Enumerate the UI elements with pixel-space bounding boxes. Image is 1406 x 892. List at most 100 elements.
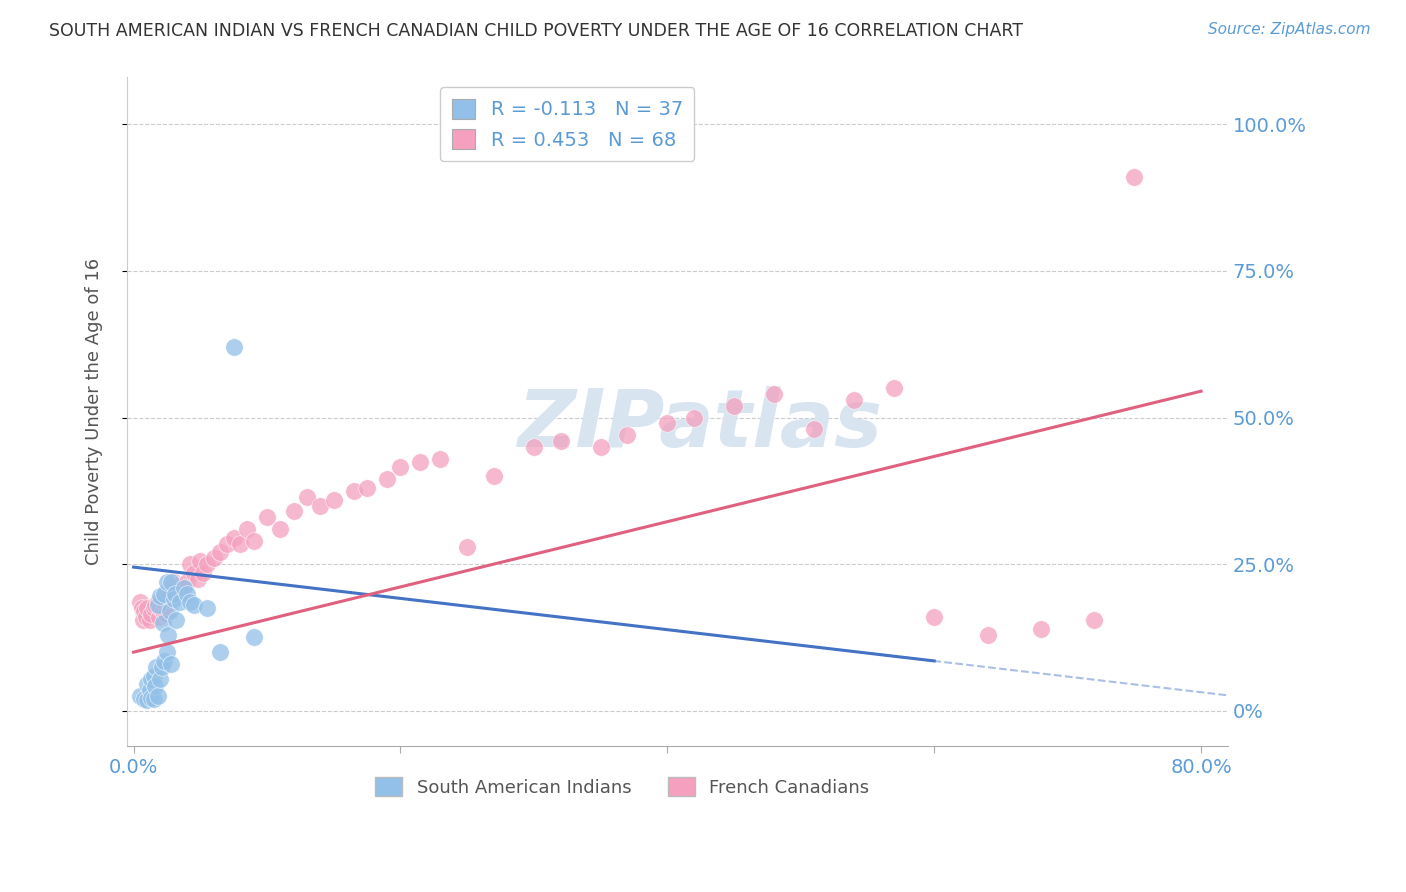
Point xyxy=(295,490,318,504)
Point xyxy=(149,601,172,615)
Point xyxy=(1083,613,1105,627)
Point xyxy=(550,434,572,448)
Point xyxy=(389,460,412,475)
Point xyxy=(183,599,205,613)
Text: Source: ZipAtlas.com: Source: ZipAtlas.com xyxy=(1208,22,1371,37)
Point xyxy=(153,586,176,600)
Point xyxy=(195,557,218,571)
Point xyxy=(322,492,344,507)
Point xyxy=(375,472,398,486)
Point xyxy=(142,668,165,682)
Point xyxy=(657,417,679,431)
Point xyxy=(160,586,183,600)
Point xyxy=(155,607,177,621)
Point xyxy=(1123,170,1146,185)
Point xyxy=(156,574,179,589)
Point xyxy=(523,440,546,454)
Point xyxy=(456,540,478,554)
Point xyxy=(242,533,264,548)
Point xyxy=(172,581,194,595)
Point xyxy=(157,627,180,641)
Point xyxy=(152,604,174,618)
Point xyxy=(139,672,162,686)
Point xyxy=(132,613,155,627)
Point xyxy=(146,599,169,613)
Point xyxy=(209,645,232,659)
Point xyxy=(283,504,305,518)
Point xyxy=(169,586,191,600)
Point xyxy=(157,592,180,607)
Point xyxy=(165,613,187,627)
Point xyxy=(256,510,278,524)
Point xyxy=(162,574,184,589)
Point xyxy=(883,381,905,395)
Point xyxy=(976,627,998,641)
Point xyxy=(131,601,153,615)
Point xyxy=(343,483,366,498)
Point xyxy=(191,566,214,580)
Point xyxy=(135,693,157,707)
Point xyxy=(173,581,195,595)
Point xyxy=(134,692,156,706)
Legend: South American Indians, French Canadians: South American Indians, French Canadians xyxy=(368,770,876,804)
Point xyxy=(129,595,152,609)
Point xyxy=(146,689,169,703)
Point xyxy=(222,340,245,354)
Point xyxy=(922,610,945,624)
Point xyxy=(844,392,866,407)
Point xyxy=(163,590,186,604)
Point xyxy=(429,451,451,466)
Text: ZIPatlas: ZIPatlas xyxy=(517,386,882,464)
Point xyxy=(183,566,205,580)
Point xyxy=(149,590,172,604)
Point xyxy=(156,583,179,598)
Point xyxy=(188,554,211,568)
Point xyxy=(153,595,176,609)
Point xyxy=(179,595,201,609)
Point xyxy=(139,690,162,705)
Point xyxy=(187,572,209,586)
Point xyxy=(176,574,198,589)
Point xyxy=(138,683,160,698)
Point xyxy=(152,615,174,630)
Point xyxy=(202,551,225,566)
Point xyxy=(146,595,169,609)
Point xyxy=(129,689,152,703)
Point xyxy=(135,677,157,691)
Point xyxy=(162,592,184,607)
Point xyxy=(803,422,825,436)
Point xyxy=(222,531,245,545)
Point xyxy=(145,660,167,674)
Point xyxy=(309,499,332,513)
Point xyxy=(160,657,183,671)
Point xyxy=(683,410,706,425)
Point xyxy=(150,660,173,674)
Point xyxy=(356,481,378,495)
Point xyxy=(165,578,187,592)
Point xyxy=(763,387,786,401)
Point xyxy=(139,607,162,621)
Text: SOUTH AMERICAN INDIAN VS FRENCH CANADIAN CHILD POVERTY UNDER THE AGE OF 16 CORRE: SOUTH AMERICAN INDIAN VS FRENCH CANADIAN… xyxy=(49,22,1024,40)
Y-axis label: Child Poverty Under the Age of 16: Child Poverty Under the Age of 16 xyxy=(86,258,103,566)
Point xyxy=(153,654,176,668)
Point xyxy=(156,645,179,659)
Point xyxy=(616,428,638,442)
Point xyxy=(482,469,505,483)
Point xyxy=(176,586,198,600)
Point xyxy=(138,613,160,627)
Point xyxy=(143,599,166,613)
Point xyxy=(242,631,264,645)
Point xyxy=(160,574,183,589)
Point xyxy=(169,595,191,609)
Point xyxy=(269,522,291,536)
Point xyxy=(179,557,201,571)
Point xyxy=(135,610,157,624)
Point xyxy=(215,536,238,550)
Point xyxy=(229,536,252,550)
Point xyxy=(135,601,157,615)
Point xyxy=(143,679,166,693)
Point xyxy=(723,399,745,413)
Point xyxy=(142,692,165,706)
Point xyxy=(195,601,218,615)
Point xyxy=(163,586,186,600)
